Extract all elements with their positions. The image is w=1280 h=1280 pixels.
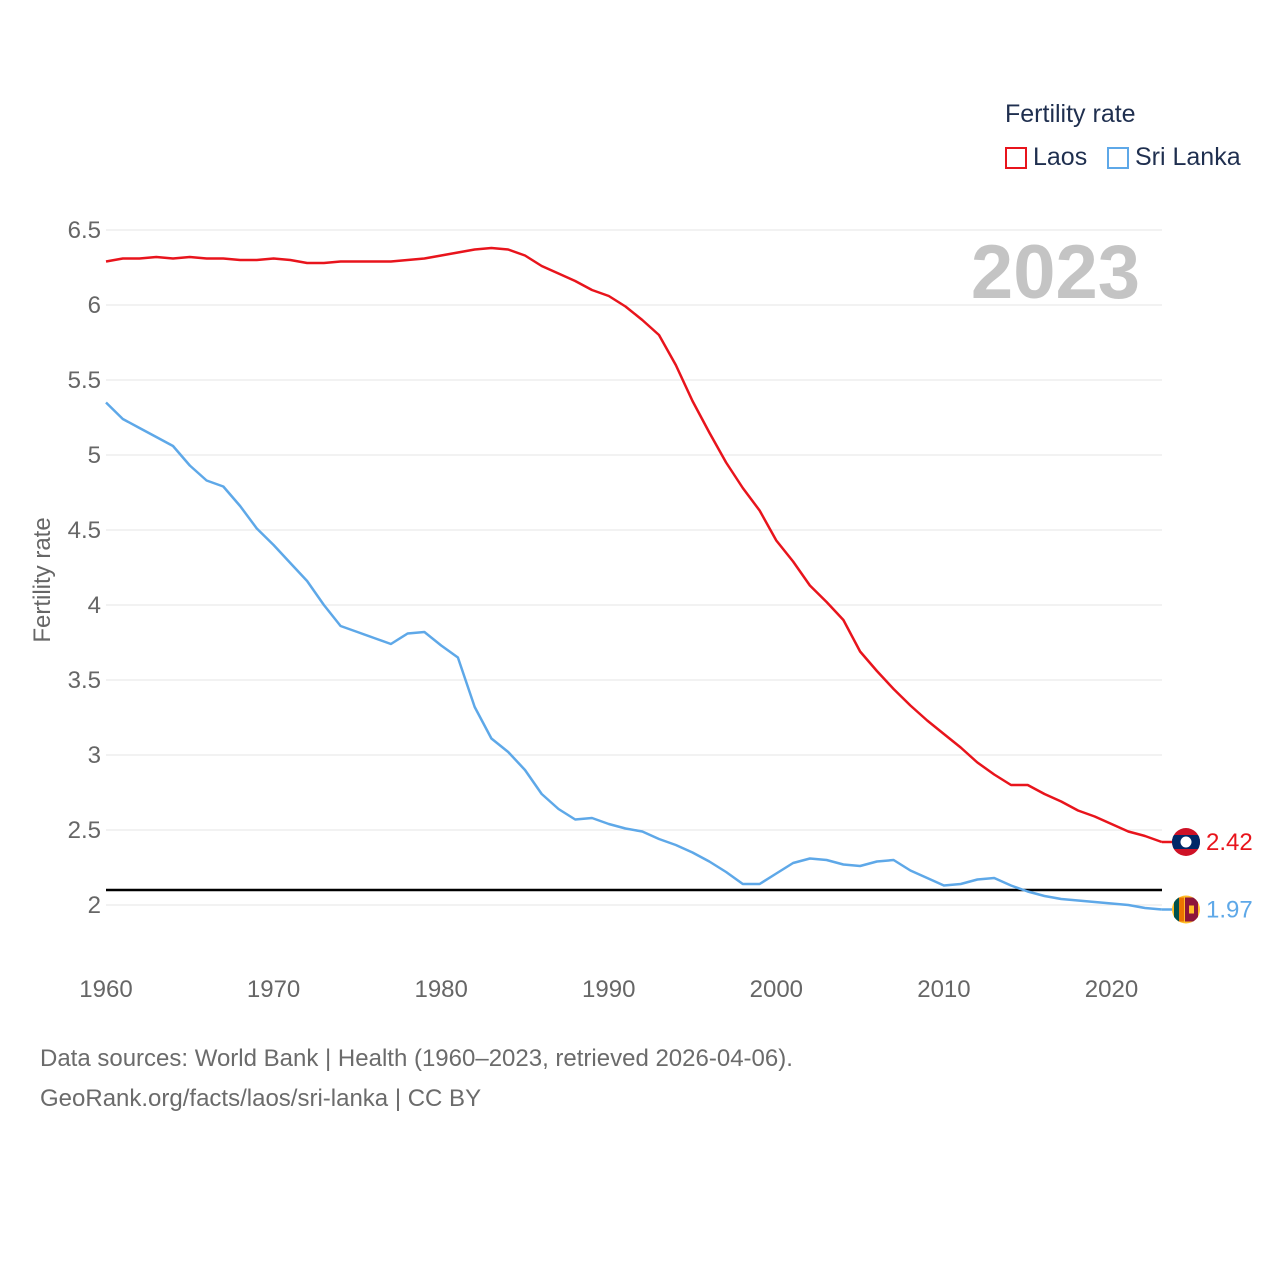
legend-item-sri-lanka[interactable]: Sri Lanka (1107, 143, 1241, 172)
y-tick-label: 5.5 (68, 367, 101, 394)
x-tick-label: 1960 (79, 976, 132, 1003)
legend-swatch-sri-lanka (1107, 146, 1129, 169)
x-tick-label: 1980 (414, 976, 467, 1003)
y-axis-label: Fertility rate (29, 517, 56, 642)
legend-label-laos: Laos (1033, 143, 1088, 171)
flag-icon-sri-lanka (1172, 895, 1200, 924)
legend-swatch-laos (1005, 146, 1027, 169)
y-tick-label: 2 (88, 892, 101, 919)
x-axis-ticks: 1960 1970 1980 1990 2000 2010 2020 (79, 976, 1138, 1003)
series-line-laos (105, 246, 1163, 844)
legend-item-laos[interactable]: Laos (1005, 143, 1087, 172)
y-tick-label: 3.5 (68, 667, 101, 694)
y-tick-label: 5 (88, 442, 101, 469)
series-lines (105, 246, 1163, 911)
end-markers: 2.42 1.97 (1161, 828, 1253, 924)
y-tick-label: 4.5 (68, 517, 101, 544)
y-tick-label: 6.5 (68, 217, 101, 244)
x-tick-label: 1970 (247, 976, 300, 1003)
x-tick-label: 2010 (917, 976, 970, 1003)
flag-icon-laos (1172, 828, 1200, 856)
y-tick-label: 4 (88, 592, 101, 619)
data-sources-text: Data sources: World Bank | Health (1960–… (40, 1045, 793, 1072)
y-tick-label: 6 (88, 292, 101, 319)
x-tick-label: 2020 (1085, 976, 1138, 1003)
legend-title: Fertility rate (1005, 100, 1136, 128)
x-tick-label: 2000 (750, 976, 803, 1003)
y-tick-label: 3 (88, 742, 101, 769)
grid-lines (106, 229, 1162, 906)
end-label-sri-lanka: 1.97 (1206, 897, 1253, 924)
y-axis-ticks: 2 2.5 3 3.5 4 4.5 5 5.5 6 6.5 (68, 217, 101, 919)
end-label-laos: 2.42 (1206, 829, 1253, 856)
attribution-link[interactable]: GeoRank.org/facts/laos/sri-lanka | CC BY (40, 1085, 482, 1112)
year-label: 2023 (971, 230, 1140, 315)
y-tick-label: 2.5 (68, 817, 101, 844)
series-line-sri-lanka (105, 401, 1162, 911)
x-tick-label: 1990 (582, 976, 635, 1003)
legend-label-sri-lanka: Sri Lanka (1135, 143, 1241, 171)
